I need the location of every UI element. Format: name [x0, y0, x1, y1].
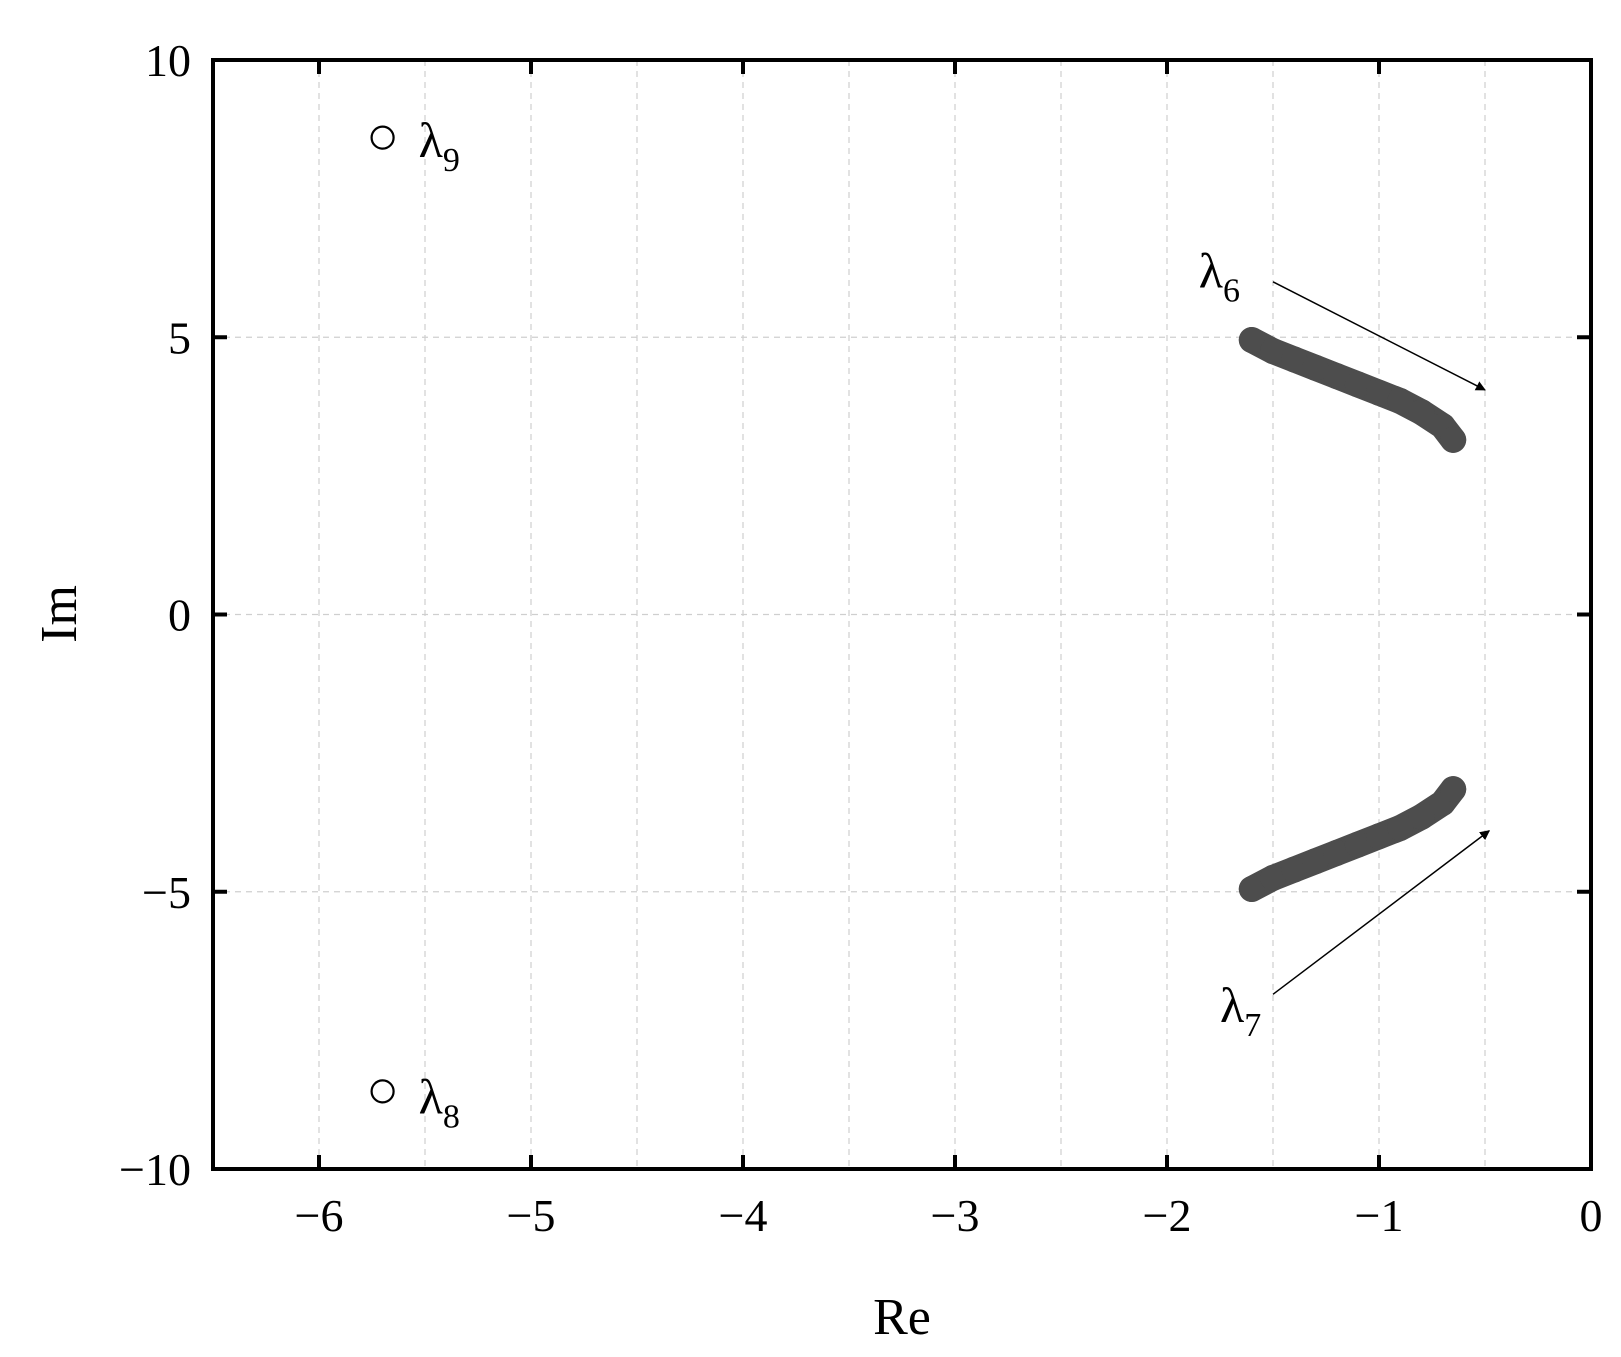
eigenvalue-label-subscript: 6 — [1223, 272, 1240, 309]
y-tick-label: 5 — [168, 312, 191, 363]
annotation-arrow — [1272, 830, 1491, 995]
eigenvalue-label: λ8 — [419, 1069, 460, 1136]
eigenvalue-label-subscript: 7 — [1244, 1007, 1261, 1044]
x-tick-label: −6 — [295, 1190, 344, 1241]
data-point — [1408, 803, 1435, 830]
data-point — [1281, 346, 1308, 373]
x-tick-label: −2 — [1143, 1190, 1192, 1241]
eigenvalue-label-symbol: λ — [1199, 242, 1223, 298]
y-tick-label: 0 — [168, 590, 191, 641]
data-point — [1238, 327, 1265, 354]
data-point — [1260, 338, 1286, 365]
data-point — [1387, 388, 1414, 415]
data-point — [1302, 848, 1329, 875]
plot-data — [370, 125, 1467, 1104]
x-tick-label: −3 — [931, 1190, 980, 1241]
eigenvalue-label-symbol: λ — [419, 112, 443, 168]
data-point — [1323, 839, 1350, 866]
data-point — [1238, 875, 1265, 902]
x-axis-label: Re — [873, 1289, 931, 1346]
data-point — [1344, 831, 1371, 858]
y-axis-label: Im — [31, 585, 88, 643]
x-tick-label: −5 — [507, 1190, 556, 1241]
data-point — [1260, 864, 1286, 891]
eigenvalue-label: λ7 — [1220, 977, 1261, 1044]
data-point-open — [370, 125, 395, 150]
y-tick-label: −5 — [142, 867, 191, 918]
data-point — [1387, 814, 1414, 841]
data-point — [1440, 776, 1467, 803]
eigenvalue-label-symbol: λ — [419, 1069, 443, 1125]
grid — [213, 60, 1591, 1169]
data-point — [1440, 426, 1467, 453]
eigenvalue-label-subscript: 9 — [443, 142, 460, 179]
data-point — [1281, 856, 1308, 883]
data-point-open — [370, 1079, 395, 1104]
x-tick-label: 0 — [1580, 1190, 1603, 1241]
x-tick-label: −1 — [1355, 1190, 1404, 1241]
y-tick-label: −10 — [119, 1144, 191, 1195]
eigenvalue-label: λ9 — [419, 112, 460, 179]
eigenvalue-label-symbol: λ — [1220, 977, 1244, 1033]
eigenvalue-label-subscript: 8 — [443, 1099, 460, 1136]
x-tick-label: −4 — [719, 1190, 768, 1241]
data-point — [1408, 399, 1435, 426]
eigenvalue-label: λ6 — [1199, 242, 1240, 309]
data-point — [1366, 823, 1392, 850]
annotation-arrow — [1272, 281, 1486, 391]
data-point — [1366, 379, 1392, 406]
y-tick-label: 10 — [145, 35, 191, 86]
data-point — [1302, 354, 1329, 381]
data-point — [1323, 363, 1350, 390]
data-point — [1344, 371, 1371, 398]
